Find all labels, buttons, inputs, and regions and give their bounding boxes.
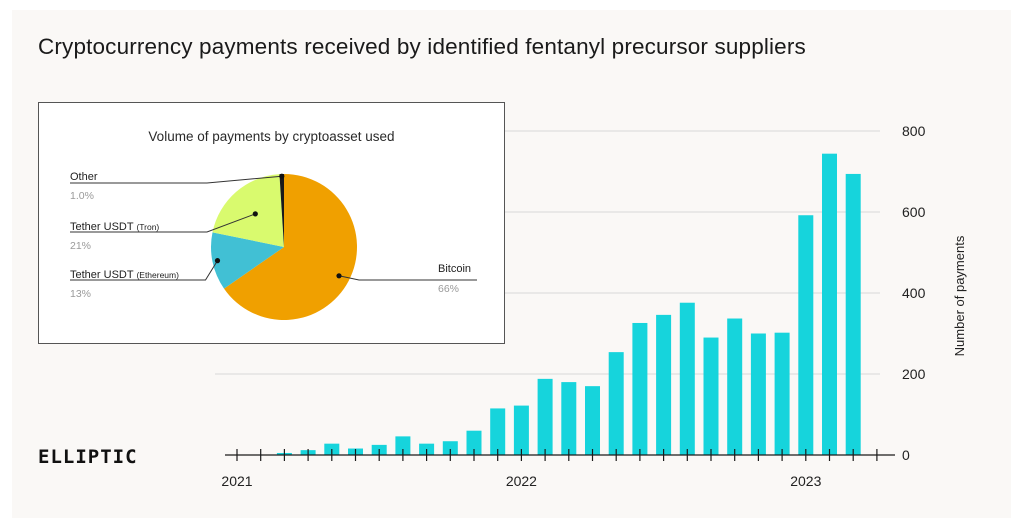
- bar: [656, 314, 672, 455]
- pie-value-other: 1.0%: [70, 190, 94, 202]
- bar: [490, 408, 506, 455]
- leader-other-dot: [279, 173, 285, 179]
- bar: [513, 405, 529, 455]
- pie-slice-tether-tron: [212, 174, 284, 247]
- bar: [727, 318, 743, 455]
- bar: [822, 153, 837, 455]
- bar: [703, 337, 719, 455]
- y-tick-labels: 0 200 400 600 800: [902, 123, 926, 463]
- bar: [845, 173, 861, 455]
- chart-title: Cryptocurrency payments received by iden…: [38, 34, 806, 59]
- leader-tether-tron: [70, 213, 256, 233]
- bar: [466, 430, 482, 455]
- bar: [537, 378, 553, 455]
- leader-other: [70, 175, 282, 184]
- y-tick-label: 0: [902, 447, 910, 463]
- pie-inset-panel: Volume of payments by cryptoasset used O…: [38, 102, 505, 344]
- x-tick-label: 2021: [221, 473, 252, 489]
- elliptic-logo: ELLIPTIC: [38, 446, 138, 468]
- x-tick-label: 2022: [506, 473, 537, 489]
- pie-label-other: Other: [70, 171, 98, 183]
- pie-leader-lines: [70, 173, 477, 281]
- y-tick-label: 600: [902, 204, 926, 220]
- pie-value-bitcoin: 66%: [438, 283, 460, 295]
- x-tick-labels: 2021 2022 2023: [221, 473, 821, 489]
- y-axis-label: Number of payments: [952, 235, 967, 356]
- pie-value-tether-tron: 21%: [70, 240, 92, 252]
- bar: [442, 441, 458, 455]
- bar: [608, 352, 624, 455]
- bar: [561, 382, 577, 455]
- pie-chart: [70, 173, 477, 320]
- leader-bitcoin-dot: [336, 273, 342, 279]
- bar: [679, 302, 695, 455]
- leader-bitcoin: [338, 275, 477, 281]
- bar: [585, 386, 600, 455]
- bar: [774, 332, 790, 455]
- y-tick-label: 200: [902, 366, 926, 382]
- bar: [395, 436, 411, 455]
- pie-title: Volume of payments by cryptoasset used: [148, 129, 395, 144]
- pie-label-tether-ethereum: Tether USDT (Ethereum): [70, 269, 179, 281]
- x-tick-label: 2023: [790, 473, 821, 489]
- bar: [632, 322, 648, 455]
- pie-label-bitcoin: Bitcoin: [438, 263, 472, 275]
- pie-label-tether-tron: Tether USDT (Tron): [70, 221, 160, 233]
- leader-tether-ethereum: [70, 260, 218, 281]
- pie-slice-tether-ethereum: [211, 232, 284, 289]
- y-tick-label: 400: [902, 285, 926, 301]
- leader-tether-tron-dot: [252, 211, 258, 217]
- pie-slice-bitcoin: [224, 174, 358, 320]
- x-axis: [225, 449, 895, 461]
- pie-slice-other: [279, 174, 284, 247]
- leader-tether-ethereum-dot: [214, 258, 221, 264]
- pie-value-tether-ethereum: 13%: [70, 288, 92, 300]
- bar: [798, 215, 814, 455]
- bar: [750, 333, 766, 455]
- pie-slices: [211, 174, 358, 320]
- y-tick-label: 800: [902, 123, 926, 139]
